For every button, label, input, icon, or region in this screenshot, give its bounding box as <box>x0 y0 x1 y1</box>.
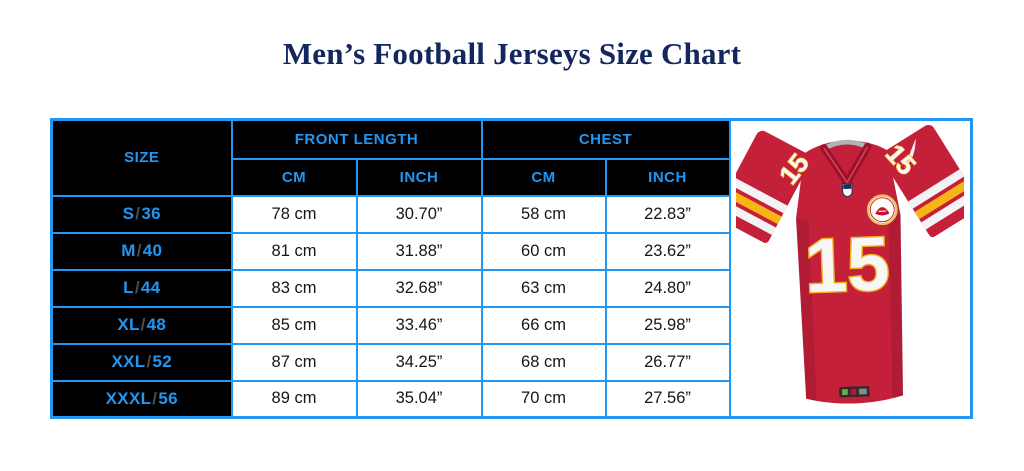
chest-inch-value: 24.80” <box>604 268 731 308</box>
chest-inch-value: 22.83” <box>604 194 731 234</box>
size-cell: S/36 <box>50 194 233 234</box>
size-slash: / <box>134 278 140 297</box>
chiefs-patch-icon <box>867 194 898 226</box>
nike-swoosh-icon <box>904 138 917 168</box>
jersey-number-chest: 15 <box>804 221 891 309</box>
table-row-xxxl56: XXXL/56 89 cm 35.04” 70 cm 27.56” <box>50 379 972 419</box>
subheader-chest-cm: CM <box>480 157 607 197</box>
front-inch-value: 31.88” <box>355 231 483 271</box>
front-inch-value: 30.70” <box>355 194 483 234</box>
jersey-right-sleeve <box>881 125 982 238</box>
front-cm-value: 87 cm <box>230 342 358 382</box>
table-row-s36: S/36 78 cm 30.70” 58 cm 22.83” <box>50 194 972 234</box>
front-inch-value: 33.46” <box>355 305 483 345</box>
jersey-collar-back <box>826 139 866 150</box>
front-cm-value: 81 cm <box>230 231 358 271</box>
size-slash: / <box>140 315 146 334</box>
chest-cm-value: 66 cm <box>480 305 607 345</box>
chest-inch-value: 26.77” <box>604 342 731 382</box>
front-cm-value: 78 cm <box>230 194 358 234</box>
chest-inch-value: 25.98” <box>604 305 731 345</box>
header-cell-front-length: FRONT LENGTH <box>230 118 483 160</box>
table-row-m40: M/40 81 cm 31.88” 60 cm 23.62” <box>50 231 972 271</box>
front-cm-value: 89 cm <box>230 379 358 419</box>
size-cell: XL/48 <box>50 305 233 345</box>
chest-cm-value: 70 cm <box>480 379 607 419</box>
subheader-chest-inch: INCH <box>604 157 731 197</box>
size-chart-table: SIZE FRONT LENGTH CHEST <box>50 118 982 419</box>
subheader-front-cm: CM <box>230 157 358 197</box>
table-row-xl48: XL/48 85 cm 33.46” 66 cm 25.98” <box>50 305 972 345</box>
size-slash: / <box>135 204 141 223</box>
size-cell: XXL/52 <box>50 342 233 382</box>
chest-inch-value: 23.62” <box>604 231 731 271</box>
chest-cm-value: 63 cm <box>480 268 607 308</box>
page-title: Men’s Football Jerseys Size Chart <box>282 36 742 71</box>
front-inch-value: 32.68” <box>355 268 483 308</box>
subheader-front-inch: INCH <box>355 157 483 197</box>
front-cm-value: 85 cm <box>230 305 358 345</box>
size-slash: / <box>136 241 142 260</box>
header-row-units: CM INCH CM INCH <box>52 157 972 197</box>
front-inch-value: 34.25” <box>355 342 483 382</box>
chest-inch-value: 27.56” <box>604 379 731 419</box>
chest-cm-value: 68 cm <box>480 342 607 382</box>
size-cell: XXXL/56 <box>50 379 233 419</box>
size-slash: / <box>146 352 152 371</box>
table-row-xxl52: XXL/52 87 cm 34.25” 68 cm 26.77” <box>50 342 972 382</box>
nfl-shield-icon <box>842 182 853 198</box>
size-slash: / <box>152 388 158 408</box>
front-cm-value: 83 cm <box>230 268 358 308</box>
chest-cm-value: 60 cm <box>480 231 607 271</box>
header-cell-size: SIZE <box>50 118 233 197</box>
front-inch-value: 35.04” <box>355 379 483 419</box>
table-row-l44: L/44 83 cm 32.68” 63 cm 24.80” <box>50 268 972 308</box>
header-row-groups: SIZE FRONT LENGTH CHEST <box>50 118 982 419</box>
jersey-image: 15 15 15 <box>714 125 982 404</box>
chest-cm-value: 58 cm <box>480 194 607 234</box>
size-cell: L/44 <box>50 268 233 308</box>
size-cell: M/40 <box>50 231 233 271</box>
header-cell-chest: CHEST <box>480 118 731 160</box>
jersey-cell: 15 15 15 <box>714 118 982 419</box>
jersey-jock-tag <box>839 386 870 398</box>
